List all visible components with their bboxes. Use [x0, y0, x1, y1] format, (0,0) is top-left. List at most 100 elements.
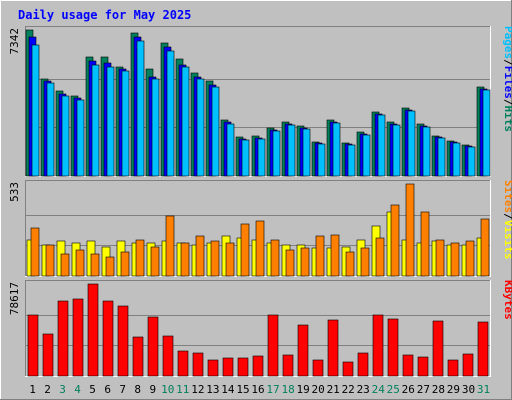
- bar-kbytes-day-31: [477, 321, 489, 377]
- y-max-label: 7342: [8, 28, 21, 55]
- bar-kbytes-day-10: [162, 335, 174, 377]
- y-max-label: 533: [8, 182, 21, 202]
- y-max-label: 78617: [8, 282, 21, 315]
- bars-hits-files-pages: [25, 29, 491, 177]
- x-tick-day-3: 3: [59, 383, 66, 396]
- bar-sites-day-18: [285, 249, 295, 277]
- bar-kbytes-day-15: [237, 357, 249, 377]
- bar-sites-day-5: [90, 253, 100, 277]
- x-tick-day-7: 7: [119, 383, 126, 396]
- panel-legend: Sites/Visits: [502, 180, 512, 260]
- x-tick-day-5: 5: [89, 383, 96, 396]
- bar-kbytes-day-12: [192, 352, 204, 377]
- bar-sites-day-3: [60, 253, 70, 277]
- x-tick-day-11: 11: [176, 383, 189, 396]
- legend-separator: /: [502, 99, 512, 106]
- bar-kbytes-day-27: [417, 356, 429, 377]
- bar-sites-day-14: [225, 242, 235, 277]
- bar-kbytes-day-23: [357, 352, 369, 377]
- bars-sites-visits: [26, 183, 490, 277]
- bar-sites-day-25: [390, 204, 400, 277]
- bar-kbytes-day-8: [132, 336, 144, 377]
- bar-sites-day-28: [435, 239, 445, 277]
- x-tick-day-25: 25: [387, 383, 400, 396]
- bar-kbytes-day-29: [447, 359, 459, 377]
- legend-files: Files: [502, 66, 512, 99]
- x-axis-labels: 1 2 3 4 5 6 7 8 9 10 11 12 13 14 15 16 17 18 19 20 21 22 23 24 2…: [29, 383, 490, 396]
- bar-sites-day-4: [75, 249, 85, 277]
- bar-kbytes-day-13: [207, 359, 219, 377]
- bar-kbytes-day-6: [102, 300, 114, 377]
- x-tick-day-8: 8: [134, 383, 141, 396]
- legend-sites: Sites: [502, 180, 512, 213]
- bar-sites-day-16: [255, 220, 265, 277]
- x-tick-day-22: 22: [342, 383, 355, 396]
- bar-sites-day-9: [150, 246, 160, 277]
- bar-sites-day-21: [330, 234, 340, 277]
- x-tick-day-31: 31: [477, 383, 490, 396]
- bar-kbytes-day-22: [342, 361, 354, 377]
- bar-pages-day-18: [287, 124, 296, 177]
- bar-sites-day-20: [315, 235, 325, 277]
- bar-pages-day-2: [46, 82, 55, 177]
- bar-kbytes-day-18: [282, 354, 294, 377]
- bar-pages-day-24: [377, 114, 386, 177]
- bar-pages-day-4: [76, 99, 85, 177]
- bar-sites-day-30: [465, 240, 475, 277]
- x-tick-day-1: 1: [29, 383, 36, 396]
- bar-pages-day-3: [61, 95, 70, 177]
- bar-pages-day-15: [241, 139, 250, 177]
- x-tick-day-13: 13: [206, 383, 219, 396]
- bar-sites-day-31: [480, 218, 490, 277]
- x-tick-day-20: 20: [311, 383, 324, 396]
- bar-sites-day-17: [270, 239, 280, 277]
- bar-pages-day-21: [332, 122, 341, 177]
- bar-kbytes-day-17: [267, 314, 279, 377]
- bar-pages-day-17: [272, 130, 281, 177]
- x-tick-day-2: 2: [44, 383, 51, 396]
- bar-sites-day-26: [405, 183, 415, 277]
- x-tick-day-28: 28: [432, 383, 445, 396]
- bar-sites-day-10: [165, 215, 175, 277]
- x-tick-day-29: 29: [447, 383, 460, 396]
- x-tick-day-21: 21: [327, 383, 340, 396]
- legend-hits: Hits: [502, 106, 512, 133]
- bar-pages-day-1: [31, 44, 40, 177]
- bar-sites-day-13: [210, 240, 220, 277]
- bar-kbytes-day-25: [387, 318, 399, 377]
- legend-kbytes: KBytes: [502, 280, 512, 320]
- bar-sites-day-8: [135, 239, 145, 277]
- bar-kbytes-day-20: [312, 359, 324, 377]
- x-tick-day-15: 15: [236, 383, 249, 396]
- bar-pages-day-30: [467, 146, 476, 177]
- bar-kbytes-day-16: [252, 355, 264, 377]
- bar-pages-day-26: [407, 110, 416, 177]
- bar-kbytes-day-30: [462, 353, 474, 377]
- x-tick-day-4: 4: [74, 383, 81, 396]
- bar-pages-day-9: [151, 78, 160, 177]
- x-tick-day-9: 9: [149, 383, 156, 396]
- bar-pages-day-11: [181, 66, 190, 177]
- x-tick-day-30: 30: [462, 383, 475, 396]
- bar-sites-day-12: [195, 235, 205, 277]
- bar-pages-day-23: [362, 134, 371, 177]
- bar-kbytes-day-4: [72, 298, 84, 377]
- bars-kbytes: [27, 283, 489, 377]
- bar-sites-day-2: [45, 244, 55, 277]
- bar-pages-day-27: [422, 126, 431, 177]
- bar-sites-day-11: [180, 242, 190, 277]
- bar-sites-day-15: [240, 223, 250, 277]
- x-tick-day-16: 16: [251, 383, 264, 396]
- panel-legend: KBytes: [502, 280, 512, 320]
- x-tick-day-27: 27: [417, 383, 430, 396]
- x-tick-day-14: 14: [221, 383, 235, 396]
- panel-sites-visits: 533 Sites/Visits: [8, 180, 512, 277]
- bar-pages-day-13: [211, 86, 220, 177]
- bar-kbytes-day-28: [432, 320, 444, 377]
- bar-pages-day-6: [106, 66, 115, 177]
- legend-pages: Pages: [502, 26, 512, 59]
- bar-kbytes-day-19: [297, 324, 309, 377]
- bar-pages-day-19: [302, 128, 311, 177]
- legend-separator: /: [502, 213, 512, 220]
- bar-pages-day-22: [347, 144, 356, 177]
